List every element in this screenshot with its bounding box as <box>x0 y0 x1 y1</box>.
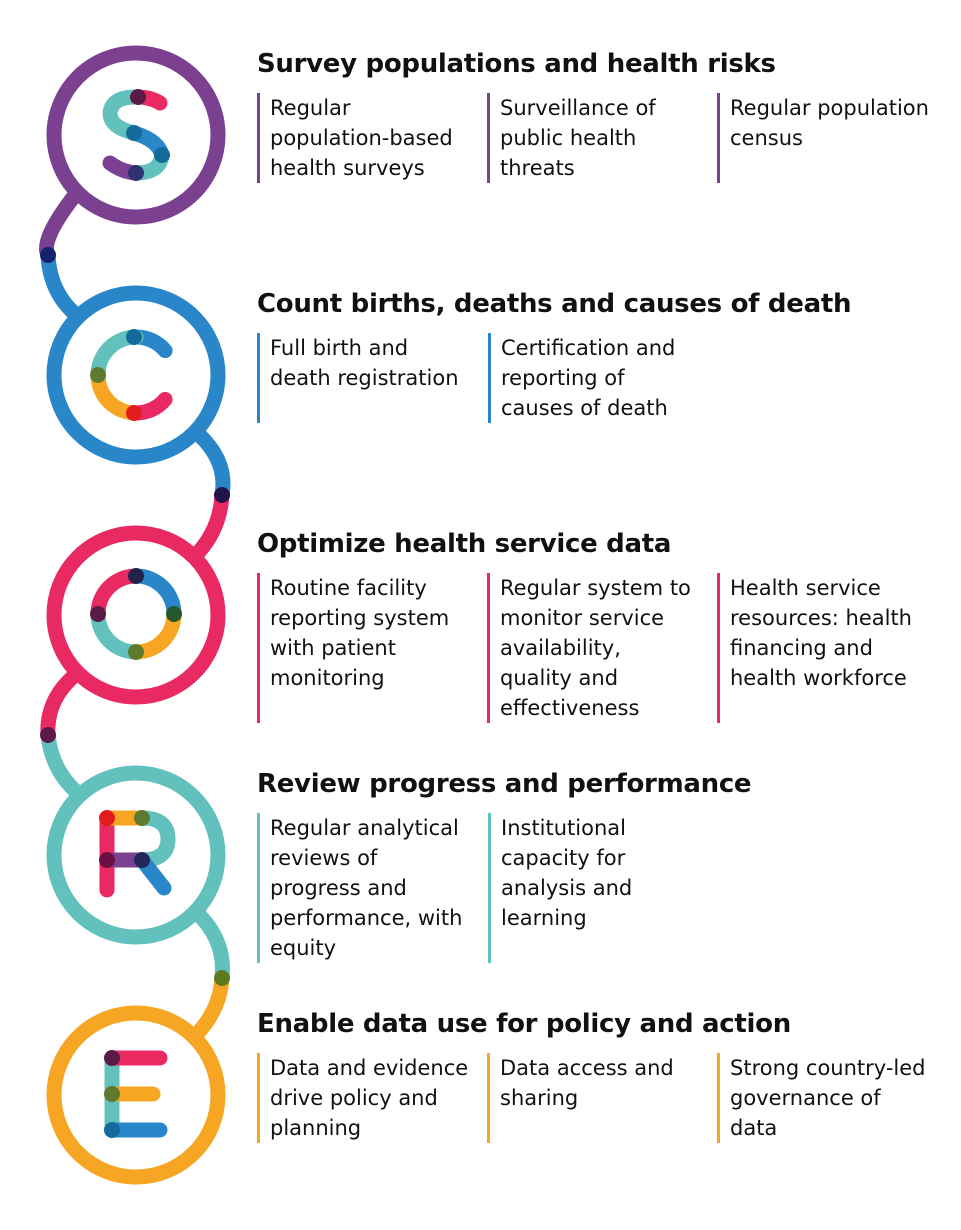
connector <box>188 424 231 503</box>
joint-dot <box>99 852 115 868</box>
joint-dot <box>214 487 230 503</box>
joint-dot <box>130 89 146 105</box>
connector <box>188 487 230 563</box>
connector <box>40 667 83 743</box>
section-items: Routine facility reporting system with p… <box>257 573 947 723</box>
section-c: Count births, deaths and causes of death… <box>257 287 947 423</box>
section-item: Regular population-based health surveys <box>257 93 469 183</box>
section-item: Data access and sharing <box>487 1053 699 1143</box>
joint-dot <box>134 852 150 868</box>
section-item: Routine facility reporting system with p… <box>257 573 469 723</box>
section-r: Review progress and performance Regular a… <box>257 767 947 963</box>
section-items: Data and evidence drive policy and plann… <box>257 1053 947 1143</box>
connector <box>39 187 83 263</box>
joint-dot <box>128 644 144 660</box>
letter-s-stroke <box>102 89 146 141</box>
joint-dot <box>134 810 150 826</box>
joint-dot <box>90 606 106 622</box>
section-o: Optimize health service data Routine faci… <box>257 527 947 723</box>
section-item: Regular analytical reviews of progress a… <box>257 813 470 963</box>
section-heading: Optimize health service data <box>257 529 672 559</box>
section-e: Enable data use for policy and action Dat… <box>257 1007 947 1143</box>
joint-dot <box>128 165 144 181</box>
section-item: Surveillance of public health threats <box>487 93 699 183</box>
joint-dot <box>128 568 144 584</box>
section-s: Survey populations and health risks Regul… <box>257 47 947 183</box>
ring-o <box>46 525 226 705</box>
section-heading: Survey populations and health risks <box>257 49 776 79</box>
section-heading: Review progress and performance <box>257 769 752 799</box>
section-item: Data and evidence drive policy and plann… <box>257 1053 469 1143</box>
section-heading: Count births, deaths and causes of death <box>257 289 852 319</box>
ring-c <box>46 285 226 465</box>
joint-dot <box>126 405 142 421</box>
section-item: Strong country-led governance of data <box>717 1053 929 1143</box>
connector <box>40 727 88 803</box>
joint-dot <box>40 247 56 263</box>
section-items: Regular population-based health surveys S… <box>257 93 947 183</box>
connector <box>188 904 230 986</box>
joint-dot <box>104 1086 120 1102</box>
connector <box>40 247 88 326</box>
joint-dot <box>126 125 142 141</box>
connector <box>188 970 230 1043</box>
joint-dot <box>104 1050 120 1066</box>
section-items: Regular analytical reviews of progress a… <box>257 813 947 963</box>
joint-dot <box>40 727 56 743</box>
joint-dot <box>99 810 115 826</box>
section-item: Health service resources: health financi… <box>717 573 929 723</box>
joint-dot <box>104 1122 120 1138</box>
letter-r-stroke <box>134 810 176 868</box>
section-items: Full birth and death registration Certifi… <box>257 333 947 423</box>
section-item: Regular system to monitor service availa… <box>487 573 699 723</box>
section-heading: Enable data use for policy and action <box>257 1009 791 1039</box>
joint-dot <box>166 606 182 622</box>
section-item: Regular population census <box>717 93 929 183</box>
section-item: Certification and reporting of causes of… <box>488 333 701 423</box>
joint-dot <box>126 329 142 345</box>
section-item: Institutional capacity for analysis and … <box>488 813 701 963</box>
joint-dot <box>90 367 106 383</box>
joint-dot <box>214 970 230 986</box>
joint-dot <box>154 147 170 163</box>
section-item: Full birth and death registration <box>257 333 470 423</box>
